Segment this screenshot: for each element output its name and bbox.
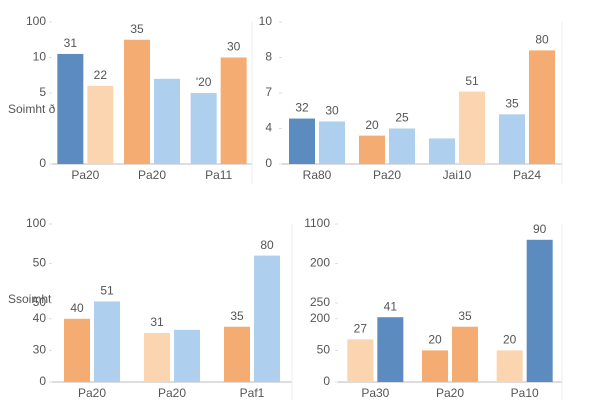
bar	[499, 114, 525, 164]
bar	[377, 317, 404, 382]
x-tick-label: Ra80	[303, 168, 332, 182]
bar	[422, 350, 448, 382]
bar	[459, 91, 485, 164]
data-label: 80	[260, 238, 274, 252]
bar	[220, 57, 247, 164]
bar	[224, 326, 250, 382]
data-label: 32	[295, 101, 309, 115]
y-tick-label: 40	[33, 311, 47, 325]
x-tick-label: Pa20	[373, 168, 401, 182]
y-tick-label: 7	[265, 85, 272, 99]
bar	[526, 239, 553, 382]
x-tick-label: Jai10	[443, 168, 472, 182]
data-label: 80	[535, 33, 549, 47]
y-tick-label: 0	[39, 374, 46, 388]
data-label: 35	[130, 22, 144, 36]
data-label: 20	[503, 333, 517, 347]
y-tick-label: 10	[259, 14, 273, 28]
data-label: 51	[100, 284, 114, 298]
x-tick-label: Pa20	[138, 168, 166, 182]
data-label: 51	[465, 74, 479, 88]
bar	[429, 138, 455, 164]
data-label: 31	[150, 315, 164, 329]
bar	[64, 318, 90, 382]
bar	[154, 78, 180, 164]
bar	[124, 39, 150, 164]
x-tick-label: Pa24	[513, 168, 541, 182]
data-label: 25	[395, 111, 409, 125]
y-tick-label: 4	[265, 121, 272, 135]
data-label: 90	[533, 222, 547, 236]
data-label: 35	[230, 309, 244, 323]
bar	[347, 339, 374, 382]
bar	[254, 255, 280, 382]
x-tick-label: Pa10	[511, 386, 539, 400]
y-tick-label: 0	[323, 374, 330, 388]
x-tick-label: Pa30	[361, 386, 389, 400]
y-tick-label: 50	[33, 295, 47, 309]
y-tick-label: 50	[33, 256, 47, 270]
data-label: 41	[384, 299, 398, 313]
y-tick-label: 30	[33, 343, 47, 357]
y-tick-label: 50	[317, 343, 331, 357]
bar	[144, 333, 170, 382]
data-label: 31	[64, 36, 78, 50]
data-label: 30	[227, 40, 241, 54]
x-tick-label: Pa20	[71, 168, 99, 182]
y-axis-label: Ssoimht	[8, 292, 52, 306]
y-tick-label: 200	[310, 311, 330, 325]
y-tick-label: 10	[33, 50, 47, 64]
data-label: 40	[70, 301, 84, 315]
data-label: 35	[505, 96, 519, 110]
y-tick-label: 200	[310, 256, 330, 270]
y-tick-label: 5	[39, 85, 46, 99]
y-tick-label: 0	[265, 156, 272, 170]
x-tick-label: Pa20	[436, 386, 464, 400]
x-tick-label: Pa20	[158, 386, 186, 400]
bar	[452, 326, 478, 382]
bar	[289, 118, 315, 164]
bar	[174, 329, 200, 382]
data-label: 27	[354, 322, 368, 336]
y-tick-label: 100	[26, 216, 46, 230]
data-label: 30	[325, 104, 339, 118]
y-tick-label: 8	[265, 50, 272, 64]
bar	[359, 135, 385, 164]
y-tick-label: 100	[26, 14, 46, 28]
bar	[529, 50, 555, 164]
y-tick-label: 1100	[304, 216, 330, 230]
x-tick-label: Pa20	[78, 386, 106, 400]
bar	[496, 350, 523, 382]
x-tick-label: Paf1	[240, 386, 265, 400]
data-label: '20	[196, 75, 212, 89]
data-label: 20	[365, 118, 379, 132]
bar	[319, 121, 345, 164]
y-tick-label: 0	[39, 156, 46, 170]
x-tick-label: Pa11	[205, 168, 232, 182]
bar	[190, 93, 217, 164]
bar	[94, 301, 120, 382]
data-label: 35	[458, 309, 472, 323]
bar	[57, 53, 84, 165]
bar	[389, 128, 415, 164]
data-label: 22	[94, 68, 108, 82]
data-label: 20	[428, 333, 442, 347]
y-tick-label: 250	[310, 295, 330, 309]
y-axis-label: Soimht ð	[8, 102, 56, 116]
bar	[87, 85, 114, 164]
